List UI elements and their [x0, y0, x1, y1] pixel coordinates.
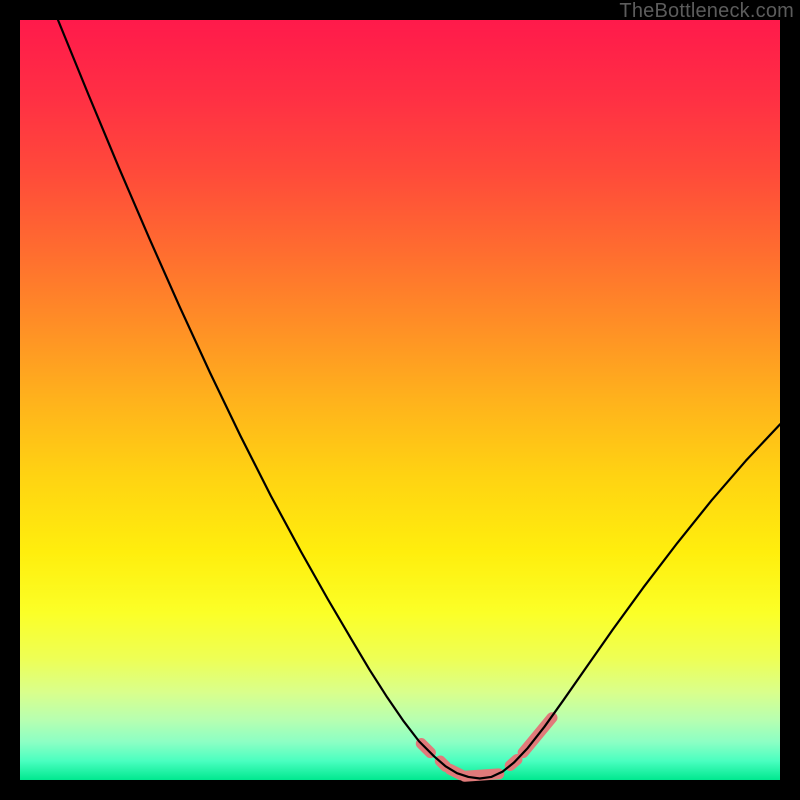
marker-band — [421, 718, 552, 777]
curve-layer — [20, 20, 780, 780]
chart-container: TheBottleneck.com — [0, 0, 800, 800]
plot-area — [20, 20, 780, 780]
bottleneck-curve — [58, 20, 780, 778]
